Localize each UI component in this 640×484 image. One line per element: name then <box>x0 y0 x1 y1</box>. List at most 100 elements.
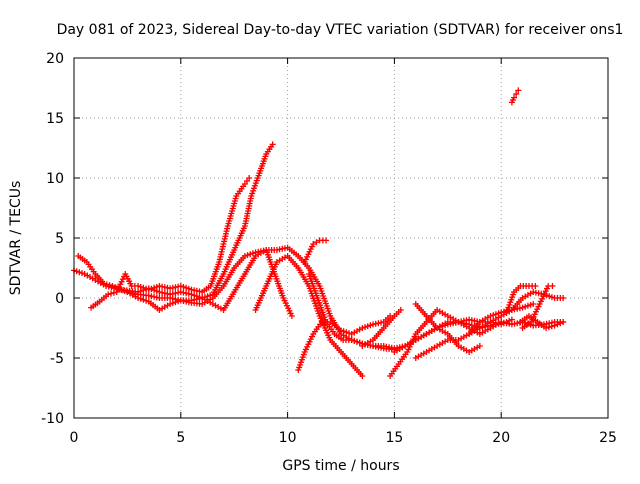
grid-layer <box>74 58 608 418</box>
data-point <box>135 283 142 289</box>
data-point <box>185 285 192 292</box>
x-tick-label: 15 <box>385 430 403 446</box>
chart-title: Day 081 of 2023, Sidereal Day-to-day VTE… <box>57 22 624 38</box>
data-point <box>560 319 567 325</box>
data-point <box>515 87 522 94</box>
x-tick-label: 5 <box>176 430 185 446</box>
data-point <box>476 343 483 349</box>
data-point <box>511 94 518 101</box>
y-tick-label: -5 <box>50 351 64 367</box>
data-point <box>498 321 505 328</box>
series-track-9 <box>359 307 404 349</box>
data-point <box>549 283 556 289</box>
data-point <box>492 311 499 318</box>
data-point <box>310 241 317 247</box>
data-point <box>137 283 144 290</box>
data-point <box>348 337 355 343</box>
data-point <box>397 307 404 313</box>
data-point <box>207 292 214 299</box>
data-point <box>140 296 147 303</box>
data-point <box>351 337 358 344</box>
data-point <box>487 313 494 319</box>
data-point <box>79 270 86 277</box>
data-point <box>500 320 507 327</box>
data-point <box>143 285 150 292</box>
data-point <box>356 339 363 346</box>
series-track-7 <box>301 237 330 265</box>
x-axis-label: GPS time / hours <box>282 458 399 474</box>
series-track-12 <box>412 316 515 361</box>
data-point <box>246 175 253 181</box>
data-point <box>100 280 107 287</box>
data-point <box>183 284 190 291</box>
data-point <box>340 328 347 335</box>
x-tick-label: 0 <box>70 430 79 446</box>
data-point <box>362 324 369 331</box>
x-tick-label: 10 <box>279 430 297 446</box>
series-track-5 <box>252 253 366 379</box>
data-point <box>105 291 112 298</box>
y-tick-label: 10 <box>46 171 64 187</box>
series-track-15 <box>504 283 539 313</box>
data-point <box>364 323 371 330</box>
x-tick-label: 25 <box>599 430 617 446</box>
series-track-18 <box>508 87 522 106</box>
plot-frame <box>73 57 609 419</box>
data-point <box>244 252 251 259</box>
data-point <box>508 316 515 323</box>
data-point <box>546 293 553 300</box>
data-point <box>106 282 113 289</box>
data-point <box>346 330 353 337</box>
series-track-2 <box>75 141 276 301</box>
data-layer <box>71 87 567 379</box>
y-tick-label: 5 <box>55 231 64 247</box>
y-tick-label: 15 <box>46 111 64 127</box>
data-point <box>554 321 561 328</box>
data-point <box>288 313 295 319</box>
data-point <box>175 298 182 305</box>
data-point <box>519 304 526 311</box>
data-point <box>490 312 497 319</box>
series-track-17 <box>517 313 567 331</box>
data-point <box>73 268 80 275</box>
data-point <box>151 284 158 291</box>
data-point <box>249 250 256 257</box>
data-point <box>530 301 537 307</box>
data-point <box>140 284 147 291</box>
data-point <box>76 269 83 276</box>
y-tick-label: -10 <box>41 411 64 427</box>
y-tick-label: 20 <box>46 51 64 67</box>
data-point <box>338 327 344 334</box>
data-point <box>367 322 374 329</box>
data-point <box>313 239 320 246</box>
axis-layer: 0 5 10 15 20 25 -10 -5 0 5 10 15 20 <box>41 51 617 446</box>
data-point <box>108 290 115 297</box>
data-point <box>269 141 276 148</box>
data-point <box>177 283 184 289</box>
data-point <box>343 329 350 336</box>
series-track-14 <box>466 289 567 337</box>
data-point <box>354 338 361 345</box>
data-point <box>135 295 142 301</box>
data-point <box>241 253 248 259</box>
data-point <box>513 91 520 97</box>
data-point <box>169 300 176 307</box>
data-point <box>153 283 160 290</box>
data-point <box>145 286 152 293</box>
data-point <box>167 301 174 307</box>
y-axis-label: SDTVAR / TECUs <box>8 181 24 296</box>
data-point <box>522 303 529 310</box>
series-track-13 <box>412 301 483 355</box>
data-point <box>506 317 513 324</box>
data-point <box>172 299 179 306</box>
data-point <box>545 324 552 331</box>
data-point <box>109 283 116 289</box>
data-point <box>110 289 117 296</box>
data-point <box>180 283 187 290</box>
data-point <box>359 373 366 379</box>
data-point <box>532 283 539 289</box>
data-point <box>548 294 555 301</box>
data-point <box>557 320 564 327</box>
